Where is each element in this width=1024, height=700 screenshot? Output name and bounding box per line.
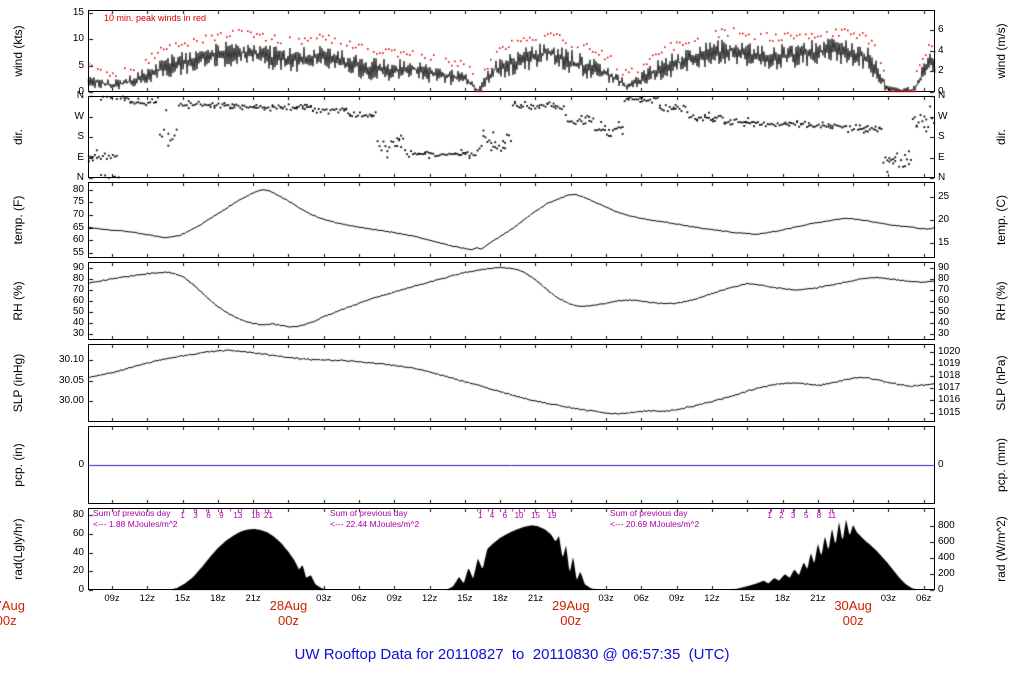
rad-sum-day3-line1: Sum of previous day: [610, 508, 688, 518]
rad-sum-day2-line2: <--- 22.44 MJoules/m^2: [330, 519, 420, 530]
rad-sum-day3-line2: <--- 20.69 MJoules/m^2: [610, 519, 700, 530]
rad-sum-day2-line1: Sum of previous day: [330, 508, 408, 518]
rad-sum-day1-line2: <--- 1.88 MJoules/m^2: [93, 519, 178, 530]
rad-sum-day1-line1: Sum of previous day: [93, 508, 171, 518]
rad-sum-annotation-day3: Sum of previous day <--- 20.69 MJoules/m…: [610, 508, 699, 530]
y-axis-label-rad-wm2: rad (W/m^2): [994, 516, 1008, 582]
rad-sum-annotation-day1: Sum of previous day <--- 1.88 MJoules/m^…: [93, 508, 178, 530]
peak-wind-legend-note: 10 min. peak winds in red: [104, 13, 207, 23]
figure-title: UW Rooftop Data for 20110827 to 20110830…: [294, 646, 730, 663]
y-axis-label-rad-ly: rad(Lgly/hr): [11, 518, 25, 580]
rad-sum-annotation-day2: Sum of previous day <--- 22.44 MJoules/m…: [330, 508, 419, 530]
